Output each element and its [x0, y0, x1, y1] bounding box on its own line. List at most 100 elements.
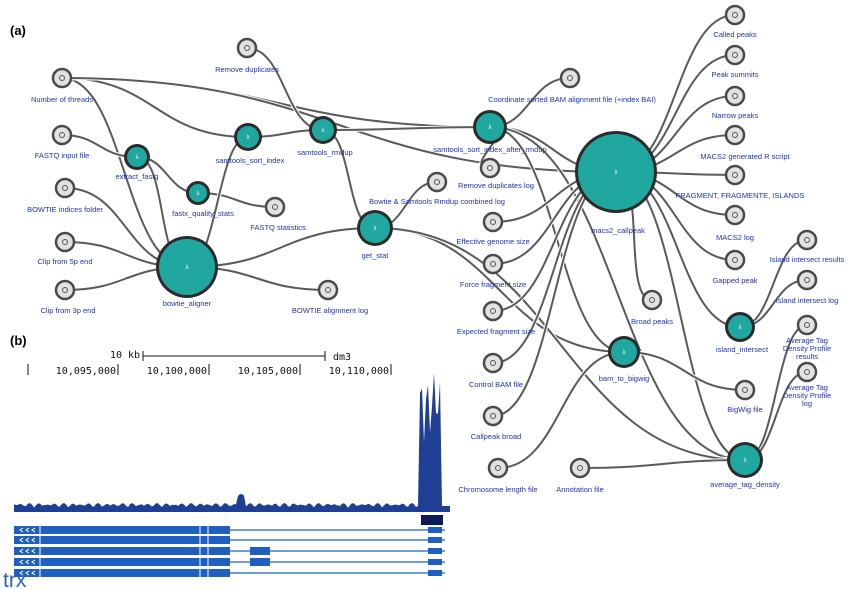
io-icon [732, 12, 738, 18]
strand-arrow [19, 559, 24, 565]
step-icon: λ [623, 350, 626, 356]
strand-arrow [25, 548, 30, 554]
io-node [482, 352, 504, 374]
exon [250, 547, 270, 555]
node-label: FRAGMENT, FRAGMENTE, ISLANDS [676, 191, 805, 200]
io-icon [490, 308, 496, 314]
step-icon: λ [489, 125, 492, 131]
node-label: Callpeak broad [471, 432, 521, 441]
assembly-label: dm3 [333, 352, 351, 363]
node-label: FASTQ statistics [250, 223, 306, 232]
io-icon [62, 239, 68, 245]
step-icon: λ [247, 135, 250, 141]
io-icon [487, 165, 493, 171]
node-label: Average Tag Density Profile log [783, 384, 831, 408]
io-node [796, 314, 818, 336]
io-node [724, 4, 746, 26]
node-label: MACS2 log [716, 233, 754, 242]
strand-arrow [25, 570, 30, 576]
strand-arrow [19, 527, 24, 533]
step-icon: λ [744, 458, 747, 464]
node-label: Expected fragment size [457, 327, 535, 336]
exon [14, 558, 230, 566]
node-label: BOWTIE alignment log [292, 306, 368, 315]
io-icon [490, 413, 496, 419]
step-node [127, 147, 147, 167]
node-label: Coordinate sorted BAM alignment file (+i… [488, 95, 656, 104]
io-node [796, 361, 818, 383]
node-label: Gapped peak [712, 276, 757, 285]
edge [186, 227, 376, 268]
io-node [641, 289, 663, 311]
edge [489, 126, 746, 461]
coordinate-label: 10,105,000 [238, 366, 298, 377]
step-icon: λ [322, 128, 325, 134]
edge [61, 77, 249, 138]
io-icon [567, 75, 573, 81]
io-icon [62, 287, 68, 293]
gene-models [14, 526, 445, 577]
node-label: BigWig file [727, 405, 762, 414]
io-node [54, 231, 76, 253]
step-icon: λ [197, 191, 200, 197]
edge [374, 227, 746, 461]
node-label-text: Average Tag Density Profile results [782, 337, 832, 361]
io-icon [325, 287, 331, 293]
node-label: macs2_callpeak [591, 226, 645, 235]
node-label: Clip from 5p end [37, 257, 92, 266]
io-icon [577, 465, 583, 471]
io-icon [732, 212, 738, 218]
panel-a-label: (a) [10, 23, 26, 38]
exon [14, 536, 230, 544]
node-label: samtools_sort_index_after_rmdup [433, 145, 546, 154]
node-label: bowtie_aligner [163, 299, 212, 308]
io-icon [804, 322, 810, 328]
io-node [479, 157, 501, 179]
node-label: samtools_sort_index [216, 156, 285, 165]
scale-label: 10 kb [110, 350, 140, 361]
edge [61, 77, 617, 173]
io-node [724, 164, 746, 186]
io-node [426, 171, 448, 193]
node-label: bam_to_bigwig [599, 374, 649, 383]
step-icon: λ [186, 265, 189, 271]
io-icon [434, 179, 440, 185]
edge [623, 351, 746, 391]
io-icon [495, 465, 501, 471]
io-node [54, 279, 76, 301]
io-icon [272, 204, 278, 210]
io-icon [804, 237, 810, 243]
gene-name: trx [3, 569, 27, 590]
io-node [264, 196, 286, 218]
io-node [54, 177, 76, 199]
nodes: Number of threads FASTQ input file BOWTIE … [27, 4, 845, 494]
step-node [476, 113, 504, 141]
io-icon [62, 185, 68, 191]
exon [428, 570, 442, 576]
io-node [482, 405, 504, 427]
node-label: Broad peaks [631, 317, 673, 326]
node-label: extract_fastq [116, 172, 159, 181]
io-icon [490, 360, 496, 366]
step-node [189, 184, 207, 202]
io-node [796, 229, 818, 251]
io-node [51, 124, 73, 146]
io-node [724, 249, 746, 271]
node-label: Island intersect log [776, 296, 839, 305]
node-label: Peak summits [711, 70, 758, 79]
io-icon [732, 93, 738, 99]
strand-arrow [31, 527, 36, 533]
node-label: Remove duplicates log [458, 181, 534, 190]
strand-arrow [19, 537, 24, 543]
strand-arrow [31, 548, 36, 554]
node-label: get_stat [362, 251, 390, 260]
exon [428, 527, 442, 533]
exon [428, 537, 442, 543]
io-node [724, 124, 746, 146]
step-node [237, 126, 259, 148]
exon [14, 526, 230, 534]
io-icon [649, 297, 655, 303]
io-icon [804, 369, 810, 375]
node-label: samtools_rmdup [297, 148, 352, 157]
node-label: Clip from 3p end [40, 306, 95, 315]
